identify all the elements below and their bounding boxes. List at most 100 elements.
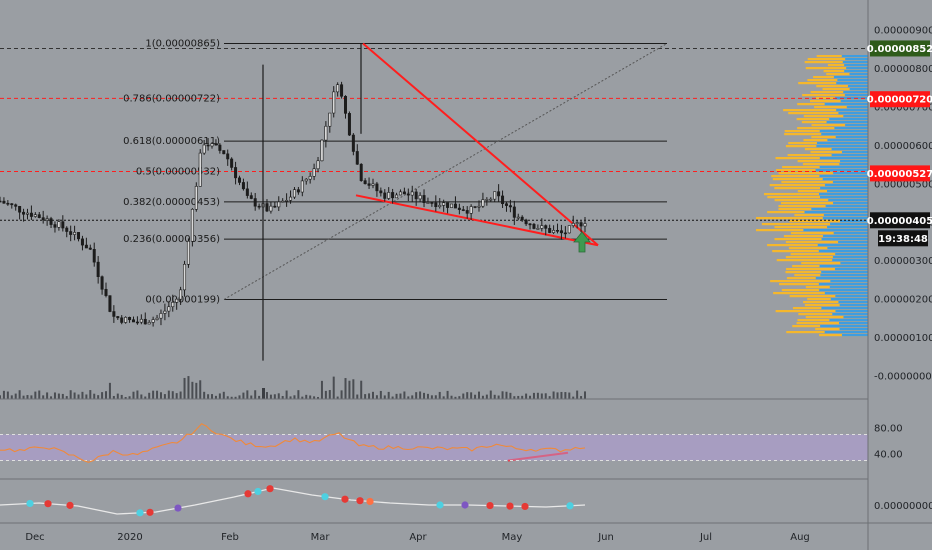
vp-bar-buy <box>820 274 868 277</box>
vp-bar-sell <box>770 280 868 283</box>
candle-body <box>457 207 461 210</box>
volume-bar <box>391 396 394 399</box>
vp-bar-sell <box>776 259 868 262</box>
price-tag-current-bg <box>870 212 930 229</box>
time-tick-label: Feb <box>221 532 239 543</box>
candle-body <box>183 263 187 291</box>
volume-bar <box>97 395 100 399</box>
volume-bar <box>218 393 221 399</box>
candle-body <box>442 202 446 206</box>
volume-bar <box>289 396 292 399</box>
vp-bar-buy <box>823 214 868 217</box>
volume-bar <box>403 391 406 399</box>
vp-bar-sell <box>805 67 868 70</box>
volume-bar <box>57 393 60 399</box>
vp-bar-sell <box>803 301 868 304</box>
countdown-label: 19:38:48 <box>878 234 928 245</box>
signal-dot <box>506 502 514 510</box>
volume-bar <box>10 395 13 399</box>
volume-bar <box>407 396 410 399</box>
candle-body <box>41 217 45 221</box>
time-axis[interactable]: Dec 2020 Feb Mar Apr May Jun Jul Aug <box>0 522 932 543</box>
candle-body <box>501 195 505 205</box>
vp-bar-sell <box>789 220 868 223</box>
candle-body <box>461 209 465 211</box>
volume-bar <box>167 390 170 399</box>
candle-body <box>300 180 304 193</box>
candle-body <box>395 194 399 199</box>
signal-dot <box>254 487 262 496</box>
vp-bar-buy <box>815 277 868 280</box>
candle-body <box>139 318 143 323</box>
volume-bar <box>383 395 386 399</box>
vp-bar-buy <box>820 325 868 328</box>
volume-bar <box>2 390 5 399</box>
candle-body <box>104 288 108 296</box>
vp-bar-buy <box>830 298 868 301</box>
signal-dot <box>566 502 574 510</box>
vp-bar-sell <box>764 193 868 196</box>
price-scale-bg <box>868 0 932 550</box>
volume-bar <box>470 392 473 399</box>
candle-body <box>398 191 402 196</box>
breakout-arrow <box>573 231 591 253</box>
vp-bar-buy <box>834 127 868 130</box>
volume-bar <box>324 390 327 399</box>
signal-dot <box>436 501 444 509</box>
vp-bar-buy <box>827 139 868 142</box>
vp-bar-sell <box>807 58 868 61</box>
vp-bar-sell <box>781 181 868 184</box>
vp-bar-buy <box>838 301 868 304</box>
candle-body <box>524 219 528 225</box>
vp-bar-sell <box>822 88 868 91</box>
candle-body <box>544 225 548 229</box>
candle-body <box>128 317 132 321</box>
candle-body <box>73 232 77 235</box>
volume-bar <box>525 393 528 399</box>
vp-bar-buy <box>835 136 868 139</box>
vp-bar-sell <box>802 163 868 166</box>
vp-bar-sell <box>785 241 868 244</box>
vp-bar-buy <box>826 121 868 124</box>
volume-bar <box>450 395 453 399</box>
candle-body <box>340 84 344 97</box>
volume-bar <box>560 391 563 399</box>
fibonacci-retracement[interactable]: 1(0.00000865) 0.786(0.00000722) 0.618(0.00… <box>0 38 868 305</box>
volume-bar <box>395 393 398 399</box>
signal-dot <box>366 497 374 506</box>
candle-body <box>328 112 332 127</box>
volume-bar <box>423 392 426 399</box>
vp-bar-buy <box>827 247 868 250</box>
vp-bar-buy <box>838 241 868 244</box>
candle-body <box>540 225 544 229</box>
volume-bar <box>485 394 488 399</box>
vp-bar-sell <box>826 73 868 76</box>
vp-bar-sell <box>810 151 868 154</box>
candle-body <box>571 223 575 226</box>
vp-bar-buy <box>822 217 868 220</box>
vp-bar-sell <box>796 322 868 325</box>
volume-bar <box>360 380 363 399</box>
candle-body <box>249 195 253 199</box>
candle-body <box>320 139 324 162</box>
vp-bar-buy <box>833 76 868 79</box>
vp-bar-buy <box>843 316 868 319</box>
volume-bar <box>513 396 516 399</box>
vp-bar-buy <box>811 208 868 211</box>
oscillator-pane <box>0 478 932 517</box>
candle-body <box>516 216 520 219</box>
vp-bar-sell <box>802 94 868 97</box>
candle-body <box>147 322 151 325</box>
volume-bar <box>211 394 214 399</box>
candle-body <box>100 276 104 290</box>
candle-body <box>477 205 481 208</box>
price-scale[interactable]: 0.00000900 0.00000800 0.00000700 0.00000600… <box>867 0 932 550</box>
vp-bar-sell <box>816 85 868 88</box>
price-tag-fib-5-bg <box>870 165 930 182</box>
vp-bar-sell <box>773 292 868 295</box>
candle-body <box>69 231 73 235</box>
candle-body <box>281 200 285 203</box>
candle-body <box>304 178 308 182</box>
volume-bar <box>116 393 119 399</box>
